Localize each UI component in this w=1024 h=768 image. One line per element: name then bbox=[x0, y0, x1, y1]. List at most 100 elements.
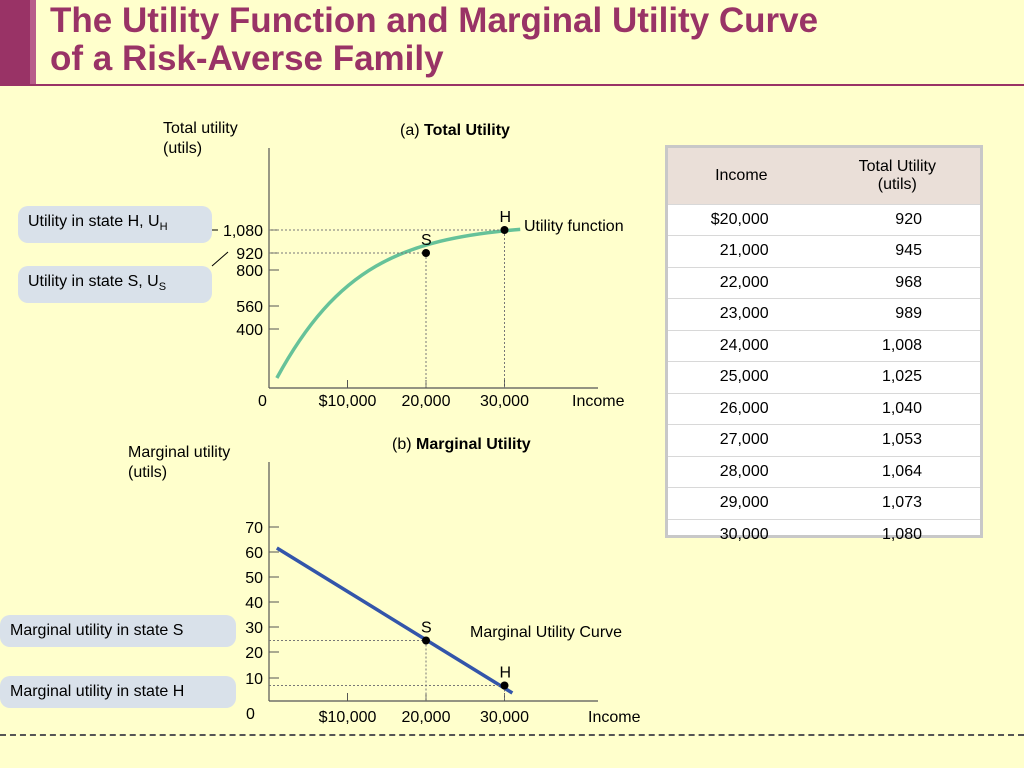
chart0-series-line bbox=[275, 227, 521, 379]
table-cell-income: 28,000 bbox=[668, 455, 815, 488]
chart1-x-tick-label: $10,000 bbox=[319, 709, 377, 726]
title-rule bbox=[0, 84, 1024, 86]
callout-us-sub: S bbox=[158, 281, 167, 294]
callout-mus-text: Marginal utility in state S bbox=[10, 622, 184, 639]
table-header-tu-line2: (utils) bbox=[877, 175, 917, 193]
chart1-point-h bbox=[500, 681, 509, 690]
chart0-y-tick-label: 1,080 bbox=[223, 223, 263, 240]
table-cell-total-utility: 1,053 bbox=[814, 424, 980, 456]
chart1-y-tick-label: 10 bbox=[245, 671, 263, 688]
chart0-y-tick-label: 560 bbox=[236, 299, 263, 316]
chart0-point-label-h: H bbox=[500, 209, 512, 226]
chart1-point-label-h: H bbox=[500, 665, 512, 682]
chart1-title-prefix: (b) bbox=[392, 436, 416, 453]
chart1-series-line bbox=[275, 546, 514, 695]
chart1-y-tick-label: 50 bbox=[245, 570, 263, 587]
chart1-title: (b) Marginal Utility bbox=[392, 436, 531, 453]
chart0-title-text: Total Utility bbox=[424, 122, 510, 139]
table-row: 28,000 1,064 bbox=[668, 455, 980, 488]
chart0-x-tick-label: 30,000 bbox=[480, 393, 529, 410]
chart1-point-label-s: S bbox=[421, 620, 432, 637]
table-cell-total-utility: 1,025 bbox=[814, 361, 980, 393]
table-row: 24,000 1,008 bbox=[668, 329, 980, 362]
chart0-point-h bbox=[500, 226, 509, 234]
accent-bar bbox=[0, 0, 36, 84]
title-line-2: of a Risk-Averse Family bbox=[50, 39, 444, 78]
callout-utility-state-s: Utility in state S, US bbox=[18, 266, 212, 304]
callout-uh-sub: H bbox=[159, 221, 168, 234]
callout-muh-text: Marginal utility in state H bbox=[10, 683, 185, 700]
chart1-ylabel-line2: (utils) bbox=[128, 464, 167, 481]
chart0-x-tick-label: $10,000 bbox=[319, 393, 377, 410]
chart0-y-tick-label: 920 bbox=[236, 246, 263, 263]
chart1-x-axis-label: Income bbox=[588, 709, 641, 726]
chart0-title-prefix: (a) bbox=[400, 122, 424, 139]
table-row: 27,000 1,053 bbox=[668, 424, 980, 456]
callout-uh-text: Utility in state H, U bbox=[28, 213, 160, 230]
table-cell-income: $20,000 bbox=[668, 203, 815, 236]
chart1-x-tick-label: 20,000 bbox=[402, 709, 451, 726]
chart0-y-tick-label: 800 bbox=[236, 263, 263, 280]
chart0-x-tick-label: 20,000 bbox=[402, 393, 451, 410]
title-line-1: The Utility Function and Marginal Utilit… bbox=[50, 1, 819, 40]
table-cell-income: 25,000 bbox=[668, 361, 815, 393]
table-cell-total-utility: 968 bbox=[814, 266, 980, 299]
table-header-tu-line1: Total Utility bbox=[858, 157, 936, 175]
table-cell-total-utility: 989 bbox=[814, 298, 980, 330]
chart0-series-label: Utility function bbox=[524, 218, 624, 235]
table-row: 21,000 945 bbox=[668, 235, 980, 267]
chart0-ylabel-line2: (utils) bbox=[163, 140, 202, 157]
table-cell-total-utility: 1,073 bbox=[814, 487, 980, 519]
table-cell-total-utility: 1,040 bbox=[814, 392, 980, 425]
chart1-point-s bbox=[422, 636, 430, 645]
table-cell-income: 23,000 bbox=[668, 298, 815, 330]
chart1-y-tick-label: 30 bbox=[245, 620, 263, 637]
table-row: $20,000 920 bbox=[668, 203, 980, 236]
table-cell-income: 29,000 bbox=[668, 487, 815, 519]
chart0-x-axis-label: Income bbox=[572, 393, 625, 410]
chart1-y-tick-label: 60 bbox=[245, 545, 263, 562]
table-row: 23,000 989 bbox=[668, 298, 980, 330]
chart1-y-tick-label: 40 bbox=[245, 595, 263, 612]
table-cell-income: 26,000 bbox=[668, 392, 815, 425]
table-row: 29,000 1,073 bbox=[668, 487, 980, 519]
chart1-series-label: Marginal Utility Curve bbox=[470, 624, 622, 641]
chart0-title: (a) Total Utility bbox=[400, 122, 510, 139]
table-row: 22,000 968 bbox=[668, 266, 980, 299]
slide-title: The Utility Function and Marginal Utilit… bbox=[50, 2, 1010, 78]
table-cell-income: 27,000 bbox=[668, 424, 815, 456]
table-row: 25,000 1,025 bbox=[668, 361, 980, 393]
table-cell-total-utility: 1,008 bbox=[814, 329, 980, 362]
table-cell-income: 21,000 bbox=[668, 235, 815, 267]
callout-us-text: Utility in state S, U bbox=[28, 273, 159, 290]
table-cell-total-utility: 920 bbox=[814, 203, 980, 236]
table-cell-total-utility: 1,080 bbox=[814, 518, 980, 550]
chart1-origin-label: 0 bbox=[246, 706, 255, 723]
chart1-y-tick-label: 70 bbox=[245, 520, 263, 537]
table-cell-total-utility: 945 bbox=[814, 235, 980, 267]
table-body: $20,000 920 21,000 945 22,000 968 23,000 989 24,… bbox=[668, 203, 980, 550]
callout-utility-state-h: Utility in state H, UH bbox=[18, 206, 212, 244]
table-cell-income: 24,000 bbox=[668, 329, 815, 362]
utility-table-grid: Income Total Utility (utils) $20,000 920 2… bbox=[668, 148, 980, 550]
table-cell-income: 30,000 bbox=[668, 518, 815, 550]
table-header-income: Income bbox=[715, 166, 768, 184]
utility-table: Income Total Utility (utils) $20,000 920 2… bbox=[665, 145, 983, 550]
table-header-total-utility: Total Utility (utils) bbox=[815, 148, 980, 204]
chart1-ylabel-line1: Marginal utility bbox=[128, 444, 230, 461]
chart0-point-s bbox=[422, 249, 430, 257]
callout-mu-state-h: Marginal utility in state H bbox=[0, 676, 236, 708]
table-cell-total-utility: 1,064 bbox=[814, 455, 980, 488]
table-cell-income: 22,000 bbox=[668, 266, 815, 299]
callout-mu-state-s: Marginal utility in state S bbox=[0, 615, 236, 647]
chart1-x-tick-label: 30,000 bbox=[480, 709, 529, 726]
chart0-origin-label: 0 bbox=[258, 393, 267, 410]
chart1-y-tick-label: 20 bbox=[245, 645, 263, 662]
chart1-title-text: Marginal Utility bbox=[416, 436, 531, 453]
table-row: 26,000 1,040 bbox=[668, 392, 980, 425]
table-row: 30,000 1,080 bbox=[668, 518, 980, 550]
chart0-y-tick-label: 400 bbox=[236, 322, 263, 339]
bottom-dashed-rule bbox=[0, 734, 1024, 736]
callout-connector-us bbox=[211, 251, 229, 267]
